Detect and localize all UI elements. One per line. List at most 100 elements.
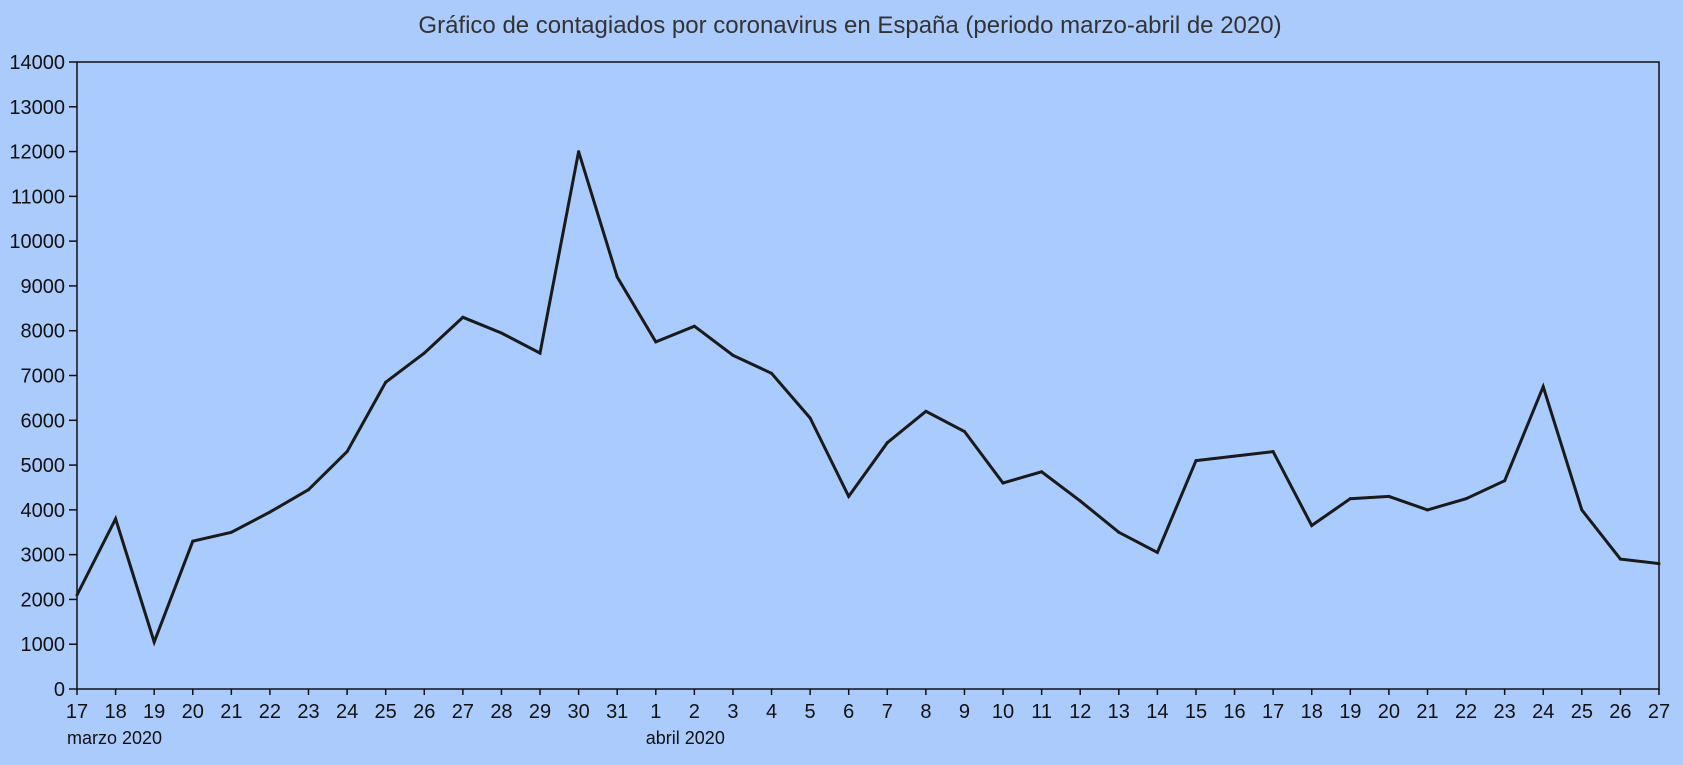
- series-line: [75, 151, 1660, 647]
- data-point: [1001, 481, 1005, 485]
- x-tick-label: 22: [259, 701, 281, 723]
- x-tick-label: 13: [1108, 701, 1130, 723]
- x-tick-label: 7: [882, 701, 893, 723]
- y-tick-label: 12000: [9, 142, 65, 164]
- data-point: [384, 380, 388, 384]
- data-point: [1271, 450, 1275, 454]
- x-tick-label: 29: [529, 701, 551, 723]
- data-point: [461, 315, 465, 319]
- x-tick-label: 26: [413, 701, 435, 723]
- x-tick-label: 18: [104, 701, 126, 723]
- data-point: [1580, 508, 1584, 512]
- x-tick-label: 16: [1223, 701, 1245, 723]
- x-axis: 17 18 19 20 21 22 23 24 25 26 27 28 29 30 31 1 2 3 4 5 6 7 8 9 1…: [66, 689, 1670, 723]
- y-tick-label: 9000: [21, 276, 66, 298]
- data-point: [1040, 470, 1044, 474]
- data-point: [75, 593, 79, 597]
- x-tick-label: 20: [1378, 701, 1400, 723]
- x-tick-label: 27: [452, 701, 474, 723]
- x-tick-label: 25: [1571, 701, 1593, 723]
- y-tick-label: 14000: [9, 52, 65, 74]
- x-tick-label: 5: [805, 701, 816, 723]
- y-tick-label: 4000: [21, 500, 66, 522]
- data-point: [1464, 497, 1468, 501]
- x-tick-label: 3: [727, 701, 738, 723]
- data-point: [1117, 530, 1121, 534]
- x-tick-label: 17: [66, 701, 88, 723]
- x-tick-label: 1: [650, 701, 661, 723]
- y-tick-label: 8000: [21, 321, 66, 343]
- period-label: marzo 2020: [67, 728, 162, 748]
- x-tick-label: 21: [220, 701, 242, 723]
- x-tick-label: 23: [1494, 701, 1516, 723]
- x-tick-label: 14: [1146, 701, 1168, 723]
- data-point: [770, 371, 774, 375]
- x-tick-label: 21: [1416, 701, 1438, 723]
- data-point: [924, 409, 928, 413]
- data-point: [268, 510, 272, 514]
- data-point: [191, 539, 195, 543]
- data-point: [1503, 479, 1507, 483]
- x-tick-label: 27: [1648, 701, 1670, 723]
- data-point: [654, 340, 658, 344]
- x-tick-label: 26: [1609, 701, 1631, 723]
- x-tick-label: 4: [766, 701, 777, 723]
- y-tick-label: 5000: [21, 455, 66, 477]
- data-point: [1233, 454, 1237, 458]
- x-tick-label: 11: [1031, 701, 1052, 723]
- y-axis: 0 1000 2000 3000 4000 5000 6000 7000 8000 9000 100…: [9, 52, 77, 701]
- data-point: [1078, 499, 1082, 503]
- data-point: [114, 517, 118, 521]
- chart-title: Gráfico de contagiados por coronavirus e…: [418, 12, 1281, 39]
- x-tick-label: 12: [1069, 701, 1091, 723]
- y-tick-label: 2000: [21, 589, 66, 611]
- data-point: [307, 488, 311, 492]
- data-point: [808, 416, 812, 420]
- data-point: [962, 429, 966, 433]
- x-tick-label: 9: [959, 701, 970, 723]
- data-point: [1657, 562, 1661, 566]
- y-tick-label: 10000: [9, 231, 65, 253]
- y-tick-label: 0: [54, 679, 65, 701]
- x-tick-label: 31: [606, 701, 628, 723]
- y-tick-label: 1000: [21, 634, 66, 656]
- x-tick-label: 18: [1301, 701, 1323, 723]
- y-tick-label: 7000: [21, 366, 66, 388]
- y-tick-label: 6000: [21, 410, 66, 432]
- plot-area: [76, 61, 1660, 690]
- y-tick-label: 11000: [11, 186, 65, 208]
- data-point: [152, 640, 156, 644]
- x-tick-label: 15: [1185, 701, 1207, 723]
- period-label: abril 2020: [646, 728, 725, 748]
- x-tick-label: 28: [490, 701, 512, 723]
- data-point: [229, 530, 233, 534]
- data-point: [847, 494, 851, 498]
- x-tick-label: 19: [1339, 701, 1361, 723]
- x-tick-label: 6: [843, 701, 854, 723]
- x-tick-label: 10: [992, 701, 1014, 723]
- data-point: [1618, 557, 1622, 561]
- x-tick-label: 24: [336, 701, 358, 723]
- data-point: [731, 353, 735, 357]
- data-point: [1194, 459, 1198, 463]
- data-point: [422, 351, 426, 355]
- data-point: [1348, 497, 1352, 501]
- data-point: [885, 441, 889, 445]
- x-tick-label: 22: [1455, 701, 1477, 723]
- data-point: [577, 150, 581, 154]
- data-point: [538, 351, 542, 355]
- x-tick-label: 2: [689, 701, 700, 723]
- x-tick-label: 30: [567, 701, 589, 723]
- data-point: [1387, 494, 1391, 498]
- x-tick-label: 8: [920, 701, 931, 723]
- y-tick-label: 3000: [21, 545, 66, 567]
- x-tick-label: 24: [1532, 701, 1554, 723]
- data-point: [345, 450, 349, 454]
- x-tick-label: 17: [1262, 701, 1284, 723]
- data-point: [615, 275, 619, 279]
- x-tick-label: 25: [375, 701, 397, 723]
- data-point: [692, 324, 696, 328]
- data-point: [1310, 524, 1314, 528]
- data-point: [499, 331, 503, 335]
